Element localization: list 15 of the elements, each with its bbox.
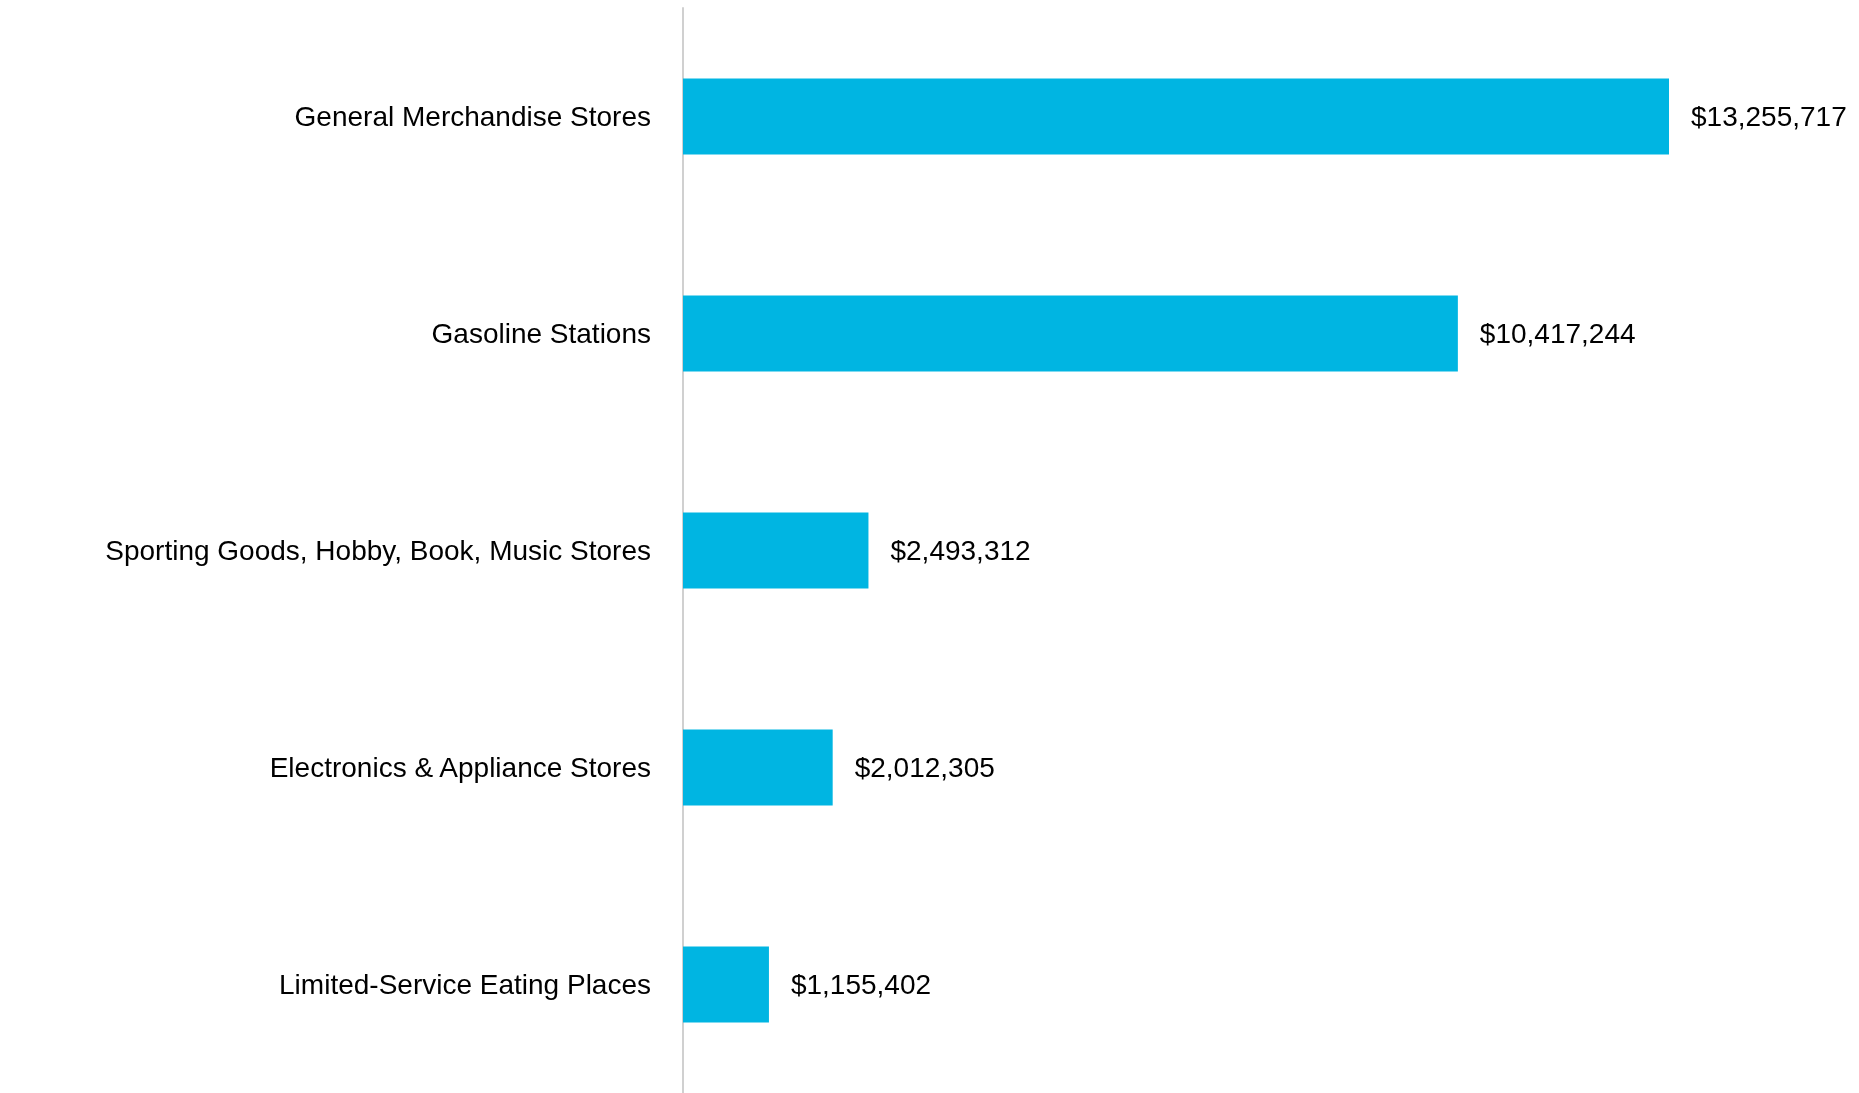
- y-tick-label: General Merchandise Stores: [294, 101, 651, 132]
- data-label: $13,255,717: [1691, 101, 1847, 132]
- y-tick-label: Sporting Goods, Hobby, Book, Music Stores: [105, 535, 651, 566]
- bar: [683, 729, 833, 806]
- bar: [683, 78, 1669, 155]
- bar: [683, 512, 869, 589]
- y-tick-label: Limited-Service Eating Places: [279, 969, 651, 1000]
- bar: [683, 295, 1458, 372]
- y-tick-label: Electronics & Appliance Stores: [269, 752, 651, 783]
- bar: [683, 946, 769, 1023]
- data-label: $10,417,244: [1479, 318, 1636, 349]
- data-label: $1,155,402: [790, 969, 932, 1000]
- data-label: $2,493,312: [890, 535, 1031, 566]
- y-tick-label: Gasoline Stations: [431, 318, 651, 349]
- data-label: $2,012,305: [854, 752, 995, 783]
